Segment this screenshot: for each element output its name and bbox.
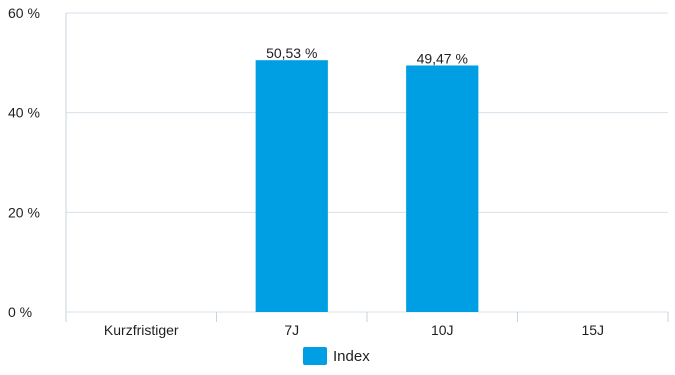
- axes: 0 % 20 % 40 % 60 % Kurzfristiger 7J 10J 15J: [8, 5, 669, 338]
- bar: [255, 60, 328, 312]
- data-label: 49,47 %: [417, 50, 468, 66]
- y-tick-label: 0 %: [8, 304, 32, 320]
- y-tick-label: 60 %: [8, 5, 40, 21]
- legend[interactable]: Index: [303, 347, 370, 365]
- legend-swatch-index[interactable]: [303, 347, 327, 365]
- x-tick-label: 10J: [431, 322, 454, 338]
- data-label: 50,53 %: [266, 45, 317, 61]
- data-labels: 50,53 % 49,47 %: [266, 45, 468, 66]
- x-tick-label: Kurzfristiger: [104, 322, 179, 338]
- legend-label-index[interactable]: Index: [333, 348, 370, 365]
- bar: [406, 65, 479, 312]
- gridlines: [66, 12, 668, 313]
- x-tick-label: 15J: [581, 322, 604, 338]
- y-tick-label: 40 %: [8, 105, 40, 121]
- y-tick-label: 20 %: [8, 204, 40, 220]
- bars: [255, 60, 479, 312]
- x-tick-label: 7J: [284, 322, 299, 338]
